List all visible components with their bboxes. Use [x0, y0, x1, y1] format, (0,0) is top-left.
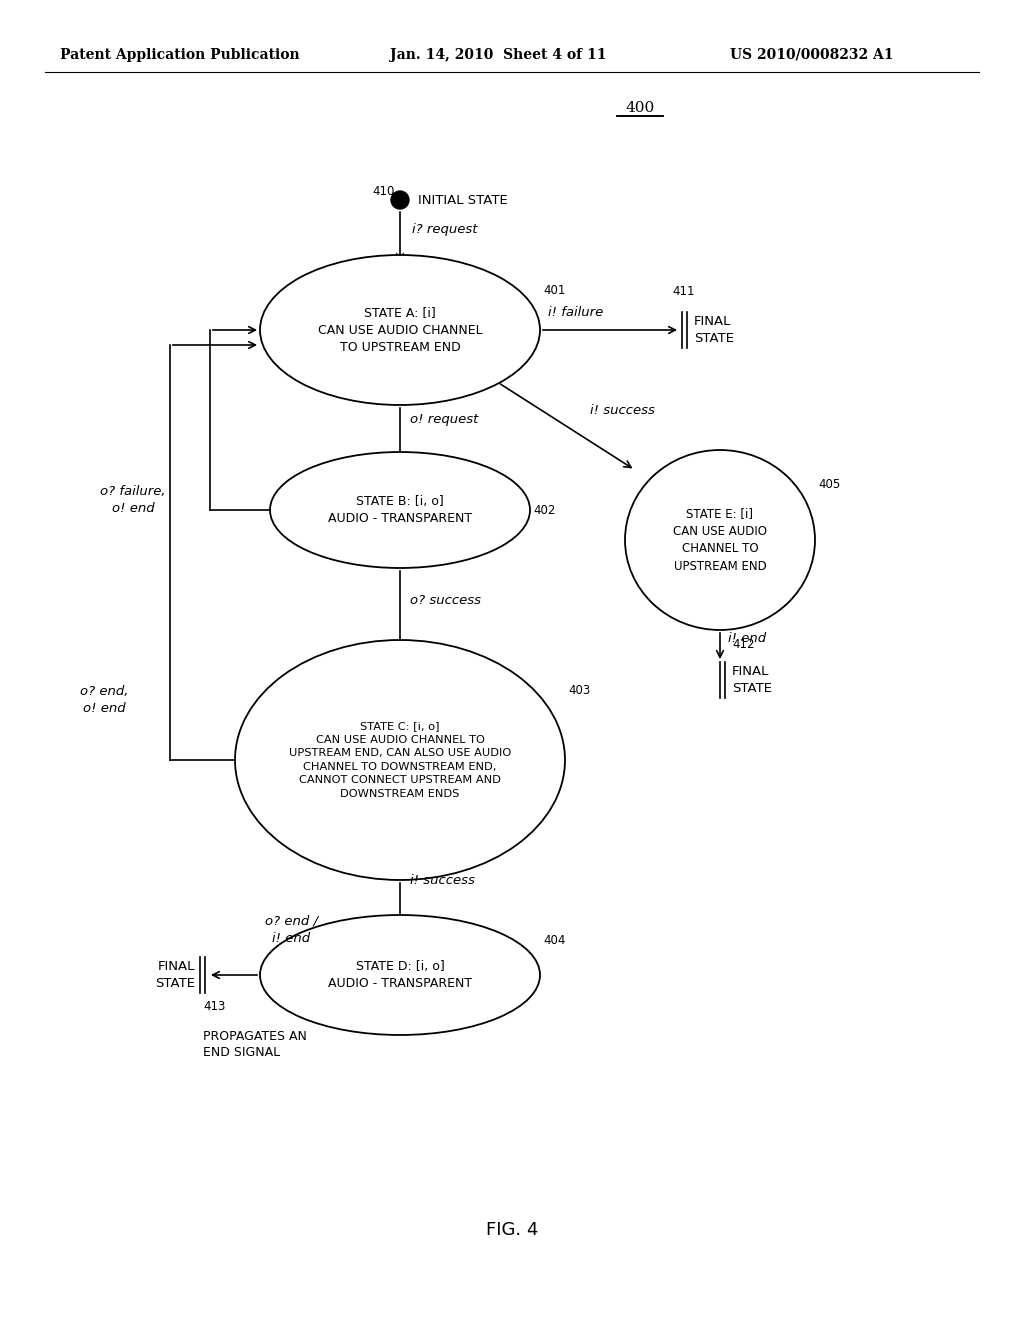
Text: i! success: i! success [410, 874, 475, 887]
Text: i! end: i! end [728, 631, 766, 644]
Text: 405: 405 [818, 479, 841, 491]
Ellipse shape [260, 255, 540, 405]
Text: 404: 404 [543, 933, 565, 946]
Text: 400: 400 [626, 102, 654, 115]
Text: STATE D: [i, o]
AUDIO - TRANSPARENT: STATE D: [i, o] AUDIO - TRANSPARENT [328, 960, 472, 990]
Text: o? end /
i! end: o? end / i! end [265, 915, 318, 945]
Text: 412: 412 [732, 639, 755, 652]
Text: 413: 413 [203, 1001, 225, 1014]
Text: FINAL
STATE: FINAL STATE [694, 315, 734, 345]
Ellipse shape [270, 451, 530, 568]
Text: i! success: i! success [590, 404, 655, 417]
Text: 402: 402 [534, 503, 555, 516]
Text: 411: 411 [672, 285, 694, 298]
Ellipse shape [625, 450, 815, 630]
Text: o? end,
o! end: o? end, o! end [80, 685, 128, 715]
Text: STATE C: [i, o]
CAN USE AUDIO CHANNEL TO
UPSTREAM END, CAN ALSO USE AUDIO
CHANNE: STATE C: [i, o] CAN USE AUDIO CHANNEL TO… [289, 721, 511, 799]
Text: i! failure: i! failure [548, 305, 603, 318]
Text: STATE A: [i]
CAN USE AUDIO CHANNEL
TO UPSTREAM END: STATE A: [i] CAN USE AUDIO CHANNEL TO UP… [317, 306, 482, 354]
Text: US 2010/0008232 A1: US 2010/0008232 A1 [730, 48, 894, 62]
Ellipse shape [234, 640, 565, 880]
Ellipse shape [260, 915, 540, 1035]
Circle shape [391, 191, 409, 209]
Text: o? failure,
o! end: o? failure, o! end [100, 484, 166, 515]
Text: o? success: o? success [410, 594, 481, 606]
Text: PROPAGATES AN
END SIGNAL: PROPAGATES AN END SIGNAL [203, 1030, 307, 1059]
Text: STATE B: [i, o]
AUDIO - TRANSPARENT: STATE B: [i, o] AUDIO - TRANSPARENT [328, 495, 472, 525]
Text: 410: 410 [373, 185, 395, 198]
Text: 403: 403 [568, 684, 590, 697]
Text: INITIAL STATE: INITIAL STATE [418, 194, 508, 206]
Text: Jan. 14, 2010  Sheet 4 of 11: Jan. 14, 2010 Sheet 4 of 11 [390, 48, 606, 62]
Text: FINAL
STATE: FINAL STATE [155, 960, 195, 990]
Text: STATE E: [i]
CAN USE AUDIO
CHANNEL TO
UPSTREAM END: STATE E: [i] CAN USE AUDIO CHANNEL TO UP… [673, 507, 767, 573]
Text: 401: 401 [543, 284, 565, 297]
Text: Patent Application Publication: Patent Application Publication [60, 48, 300, 62]
Text: o! request: o! request [410, 413, 478, 426]
Text: FIG. 4: FIG. 4 [485, 1221, 539, 1239]
Text: i? request: i? request [412, 223, 477, 236]
Text: FINAL
STATE: FINAL STATE [732, 665, 772, 696]
